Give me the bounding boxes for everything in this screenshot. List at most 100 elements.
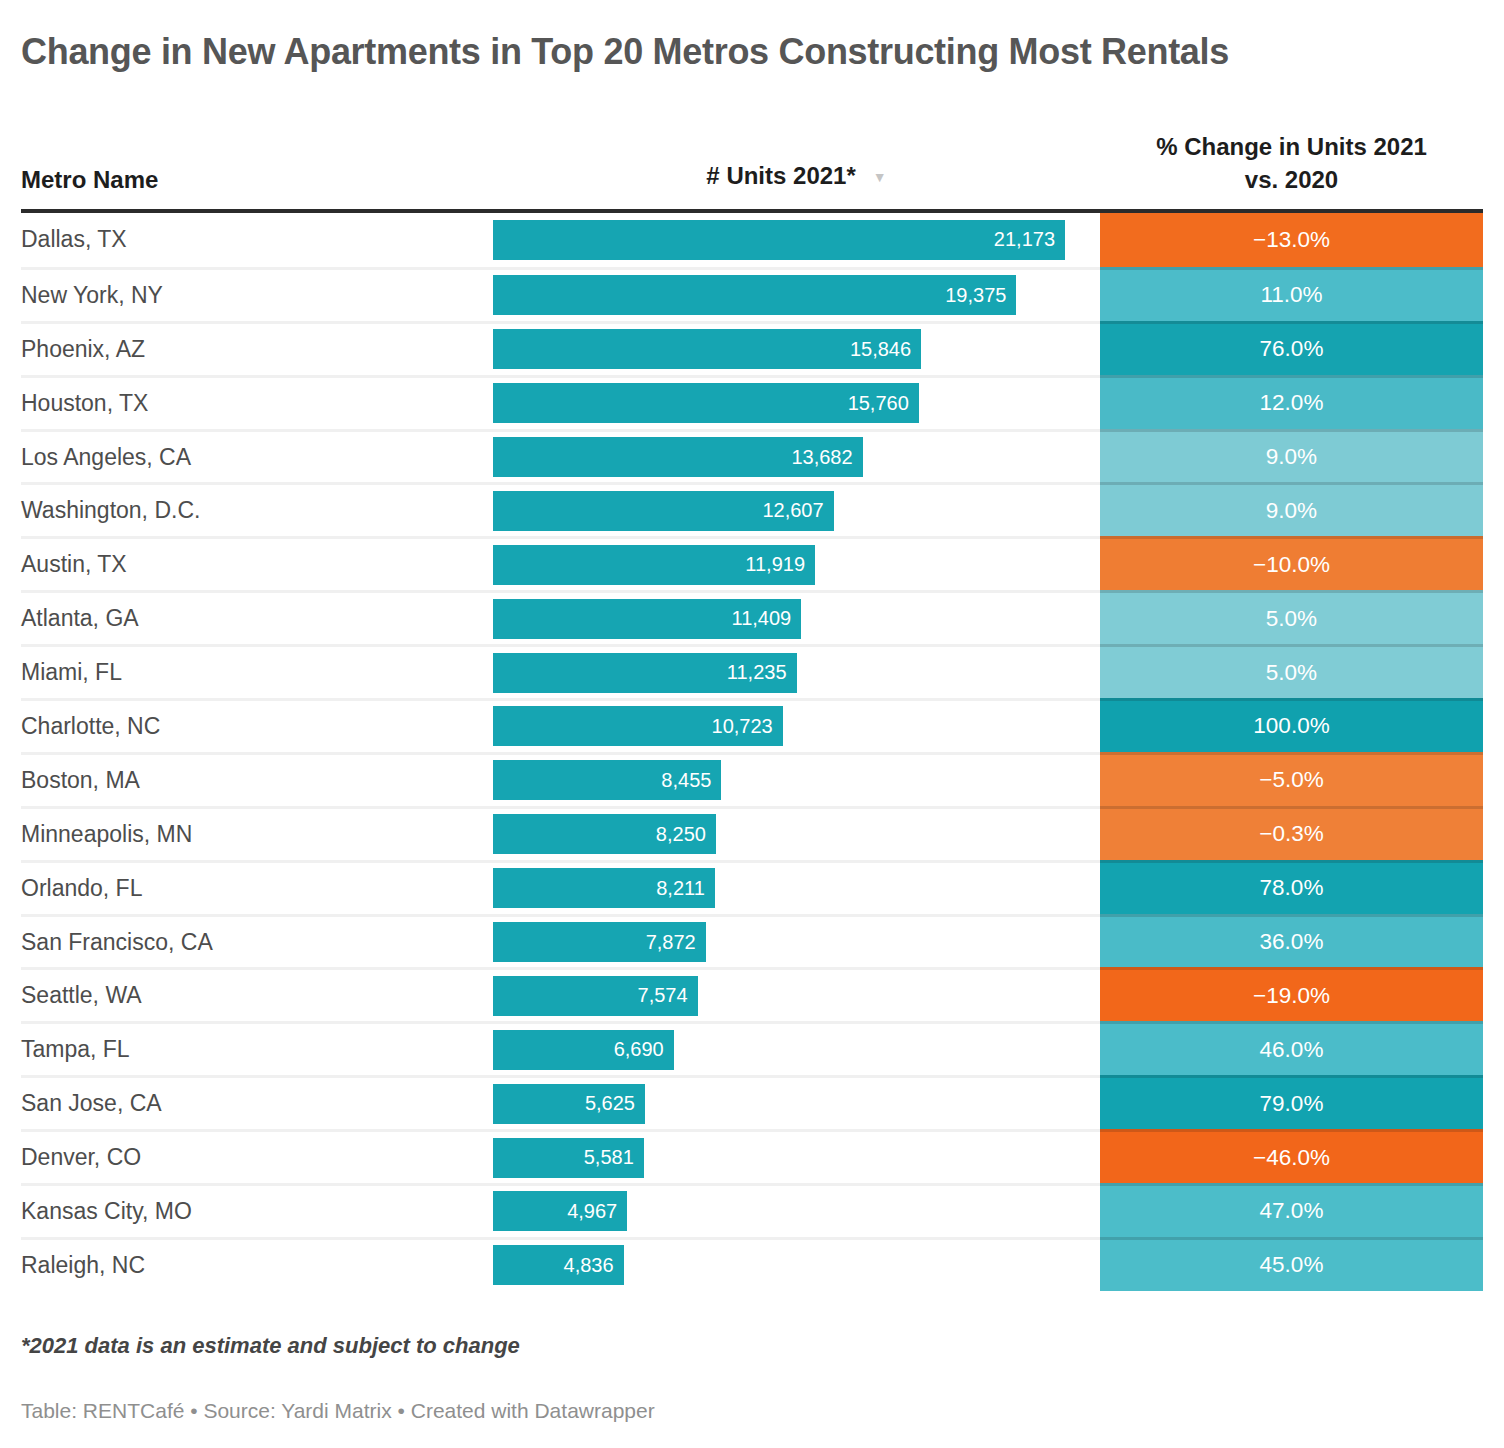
- pct-change-cell: 79.0%: [1100, 1075, 1483, 1129]
- pct-change-cell: −13.0%: [1100, 213, 1483, 267]
- table-row: Seattle, WA 7,574 −19.0%: [21, 967, 1483, 1021]
- column-header-units-label: # Units 2021*: [706, 159, 855, 192]
- units-value-label: 21,173: [994, 228, 1065, 251]
- table-row: Los Angeles, CA 13,682 9.0%: [21, 429, 1483, 483]
- table-row: Austin, TX 11,919 −10.0%: [21, 536, 1483, 590]
- units-bar-cell: 5,625: [493, 1075, 1100, 1129]
- metro-name: Tampa, FL: [21, 1021, 493, 1075]
- units-bar-cell: 11,235: [493, 644, 1100, 698]
- units-bar: 4,836: [493, 1245, 624, 1285]
- units-bar: 5,625: [493, 1084, 645, 1124]
- units-bar-cell: 8,455: [493, 752, 1100, 806]
- pct-change-cell: 100.0%: [1100, 698, 1483, 752]
- units-bar-cell: 11,919: [493, 536, 1100, 590]
- units-bar-cell: 15,846: [493, 321, 1100, 375]
- metro-name: Atlanta, GA: [21, 590, 493, 644]
- units-value-label: 8,211: [656, 877, 715, 900]
- units-bar: 8,211: [493, 868, 715, 908]
- units-bar: 15,846: [493, 329, 921, 369]
- units-value-label: 11,235: [727, 661, 797, 684]
- units-bar: 21,173: [493, 220, 1065, 260]
- units-bar: 7,872: [493, 922, 706, 962]
- table-row: San Francisco, CA 7,872 36.0%: [21, 914, 1483, 968]
- units-value-label: 11,919: [745, 553, 815, 576]
- units-bar: 7,574: [493, 976, 698, 1016]
- pct-change-cell: 12.0%: [1100, 375, 1483, 429]
- units-bar-cell: 8,250: [493, 806, 1100, 860]
- units-bar-cell: 7,574: [493, 967, 1100, 1021]
- column-header-pct-line2: vs. 2020: [1245, 166, 1338, 193]
- units-bar-cell: 8,211: [493, 860, 1100, 914]
- units-bar: 5,581: [493, 1138, 644, 1178]
- units-bar-cell: 21,173: [493, 213, 1100, 267]
- units-value-label: 12,607: [762, 499, 833, 522]
- metro-name: Kansas City, MO: [21, 1183, 493, 1237]
- metro-name: Charlotte, NC: [21, 698, 493, 752]
- pct-change-cell: −10.0%: [1100, 536, 1483, 590]
- metro-name: Washington, D.C.: [21, 482, 493, 536]
- units-value-label: 7,872: [646, 931, 706, 954]
- units-bar-cell: 10,723: [493, 698, 1100, 752]
- metro-name: Seattle, WA: [21, 967, 493, 1021]
- units-bar: 12,607: [493, 491, 834, 531]
- units-bar: 11,235: [493, 653, 797, 693]
- pct-change-cell: −5.0%: [1100, 752, 1483, 806]
- table-row: Minneapolis, MN 8,250 −0.3%: [21, 806, 1483, 860]
- footnote: *2021 data is an estimate and subject to…: [21, 1333, 1483, 1359]
- units-bar: 15,760: [493, 383, 919, 423]
- table-row: New York, NY 19,375 11.0%: [21, 267, 1483, 321]
- table-row: Miami, FL 11,235 5.0%: [21, 644, 1483, 698]
- metro-name: Denver, CO: [21, 1129, 493, 1183]
- table-header-row: Metro Name # Units 2021* ▼ % Change in U…: [21, 130, 1483, 213]
- units-value-label: 15,760: [848, 392, 919, 415]
- units-value-label: 8,250: [656, 823, 716, 846]
- units-bar-cell: 15,760: [493, 375, 1100, 429]
- column-header-pct-line1: % Change in Units 2021: [1156, 133, 1427, 160]
- pct-change-cell: 9.0%: [1100, 482, 1483, 536]
- column-header-metro-name[interactable]: Metro Name: [21, 163, 493, 196]
- metro-name: Orlando, FL: [21, 860, 493, 914]
- units-bar-cell: 6,690: [493, 1021, 1100, 1075]
- table-row: Atlanta, GA 11,409 5.0%: [21, 590, 1483, 644]
- table-body: Dallas, TX 21,173 −13.0% New York, NY 19…: [21, 213, 1483, 1291]
- units-bar-cell: 11,409: [493, 590, 1100, 644]
- sort-descending-icon[interactable]: ▼: [873, 161, 887, 194]
- attribution-line: Table: RENTCafé • Source: Yardi Matrix •…: [21, 1399, 1483, 1423]
- metro-name: Raleigh, NC: [21, 1237, 493, 1291]
- table-row: Orlando, FL 8,211 78.0%: [21, 860, 1483, 914]
- table-row: Raleigh, NC 4,836 45.0%: [21, 1237, 1483, 1291]
- metro-name: San Jose, CA: [21, 1075, 493, 1129]
- pct-change-cell: 45.0%: [1100, 1237, 1483, 1291]
- units-value-label: 19,375: [945, 284, 1016, 307]
- units-bar: 19,375: [493, 275, 1016, 315]
- metro-name: Houston, TX: [21, 375, 493, 429]
- units-bar-cell: 4,967: [493, 1183, 1100, 1237]
- units-value-label: 5,625: [585, 1092, 645, 1115]
- units-bar-cell: 19,375: [493, 267, 1100, 321]
- units-bar-cell: 7,872: [493, 914, 1100, 968]
- units-value-label: 15,846: [850, 338, 921, 361]
- units-bar: 11,409: [493, 599, 801, 639]
- table-row: Boston, MA 8,455 −5.0%: [21, 752, 1483, 806]
- units-bar: 4,967: [493, 1191, 627, 1231]
- metro-name: Dallas, TX: [21, 213, 493, 267]
- units-value-label: 11,409: [732, 607, 802, 630]
- units-bar: 8,250: [493, 814, 716, 854]
- units-value-label: 5,581: [584, 1146, 644, 1169]
- units-bar: 13,682: [493, 437, 863, 477]
- table-row: Tampa, FL 6,690 46.0%: [21, 1021, 1483, 1075]
- metro-name: Austin, TX: [21, 536, 493, 590]
- units-value-label: 13,682: [791, 446, 862, 469]
- table-row: Dallas, TX 21,173 −13.0%: [21, 213, 1483, 267]
- metro-name: Boston, MA: [21, 752, 493, 806]
- column-header-units[interactable]: # Units 2021* ▼: [493, 159, 1100, 196]
- units-bar-cell: 13,682: [493, 429, 1100, 483]
- page-title: Change in New Apartments in Top 20 Metro…: [21, 30, 1483, 74]
- units-bar: 6,690: [493, 1030, 674, 1070]
- units-value-label: 6,690: [614, 1038, 674, 1061]
- metro-name: Los Angeles, CA: [21, 429, 493, 483]
- pct-change-cell: −46.0%: [1100, 1129, 1483, 1183]
- units-value-label: 10,723: [712, 715, 783, 738]
- metro-name: Phoenix, AZ: [21, 321, 493, 375]
- column-header-pct-change[interactable]: % Change in Units 2021 vs. 2020: [1100, 130, 1483, 196]
